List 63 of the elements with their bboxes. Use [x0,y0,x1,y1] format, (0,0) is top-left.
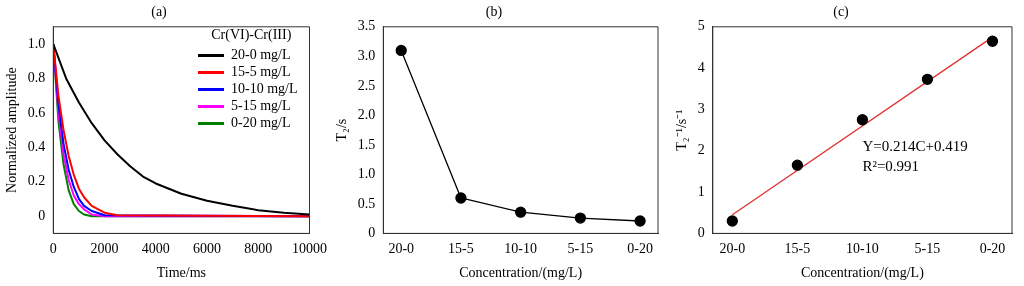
x-tick-label: 10-10 [504,241,537,257]
x-tick-label: 15-5 [448,241,474,257]
y-tick-label: 4 [697,59,705,75]
chart-title: (a) [151,4,168,21]
x-tick-label: 2000 [90,241,119,257]
y-tick-label: 5 [697,18,705,34]
x-tick-label: 20-0 [719,241,746,257]
chart-title: (b) [485,4,503,21]
x-tick-label: 0-20 [627,241,653,257]
y-axis-title: T₂/s [334,118,350,142]
point [395,44,407,57]
y-tick-label: 0.2 [27,173,46,189]
y-tick-label: 0.6 [27,104,46,120]
y-tick-label: 3 [697,101,705,117]
point [986,35,999,47]
x-tick-label: 8000 [244,241,273,257]
x-axis-title: Time/ms [156,265,207,281]
legend-label: 5-15 mg/L [231,98,291,114]
legend-label: 20-0 mg/L [231,47,291,63]
y-tick-label: 1.0 [27,35,46,51]
y-tick-label: 1 [697,183,705,199]
annotation: Y=0.214C+0.419 [862,137,968,154]
x-tick-label: 10-10 [846,241,879,257]
y-tick-label: 0.8 [27,70,46,86]
y-tick-label: 3.5 [357,18,376,34]
x-tick-label: 5-15 [567,241,594,257]
y-tick-label: 2.5 [357,77,376,93]
x-tick-label: 0-20 [979,241,1006,257]
chart-title: (c) [833,4,850,21]
x-tick-label: 4000 [141,241,170,257]
annotation: R²=0.991 [862,158,920,175]
y-tick-label: 0 [697,225,705,241]
y-tick-label: 0 [368,225,376,241]
point [574,212,587,224]
x-tick-label: 10000 [292,241,327,257]
point [726,215,738,227]
y-axis-title: T₂⁻¹/s⁻¹ [674,109,690,151]
x-tick-label: 15-5 [784,241,811,257]
y-tick-label: 1.5 [357,136,376,152]
x-tick-label: 20-0 [388,241,415,257]
point [856,114,869,126]
y-tick-label: 0 [38,207,46,223]
point [634,215,646,227]
legend-label: 0-20 mg/L [231,115,291,131]
x-axis-title: Concentration/(mg/L) [459,265,583,282]
point [515,206,527,218]
legend-label: 10-10 mg/L [231,81,298,97]
x-tick-label: 0 [49,241,57,257]
point [921,73,934,85]
x-axis-title: Concentration/(mg/L) [800,265,925,282]
y-tick-label: 3.0 [357,47,376,63]
y-tick-label: 0.4 [27,138,46,154]
y-axis-title: Normalized amplitude [4,67,20,193]
legend-title: Cr(VI)-Cr(III) [211,27,292,44]
point [455,192,467,204]
y-tick-label: 2 [697,142,705,158]
y-tick-label: 1.0 [357,166,376,182]
legend-label: 15-5 mg/L [231,64,291,80]
x-tick-label: 6000 [193,241,222,257]
x-tick-label: 5-15 [914,241,941,257]
y-tick-label: 0.5 [357,195,376,211]
y-tick-label: 2.0 [357,107,376,123]
point [791,159,804,171]
